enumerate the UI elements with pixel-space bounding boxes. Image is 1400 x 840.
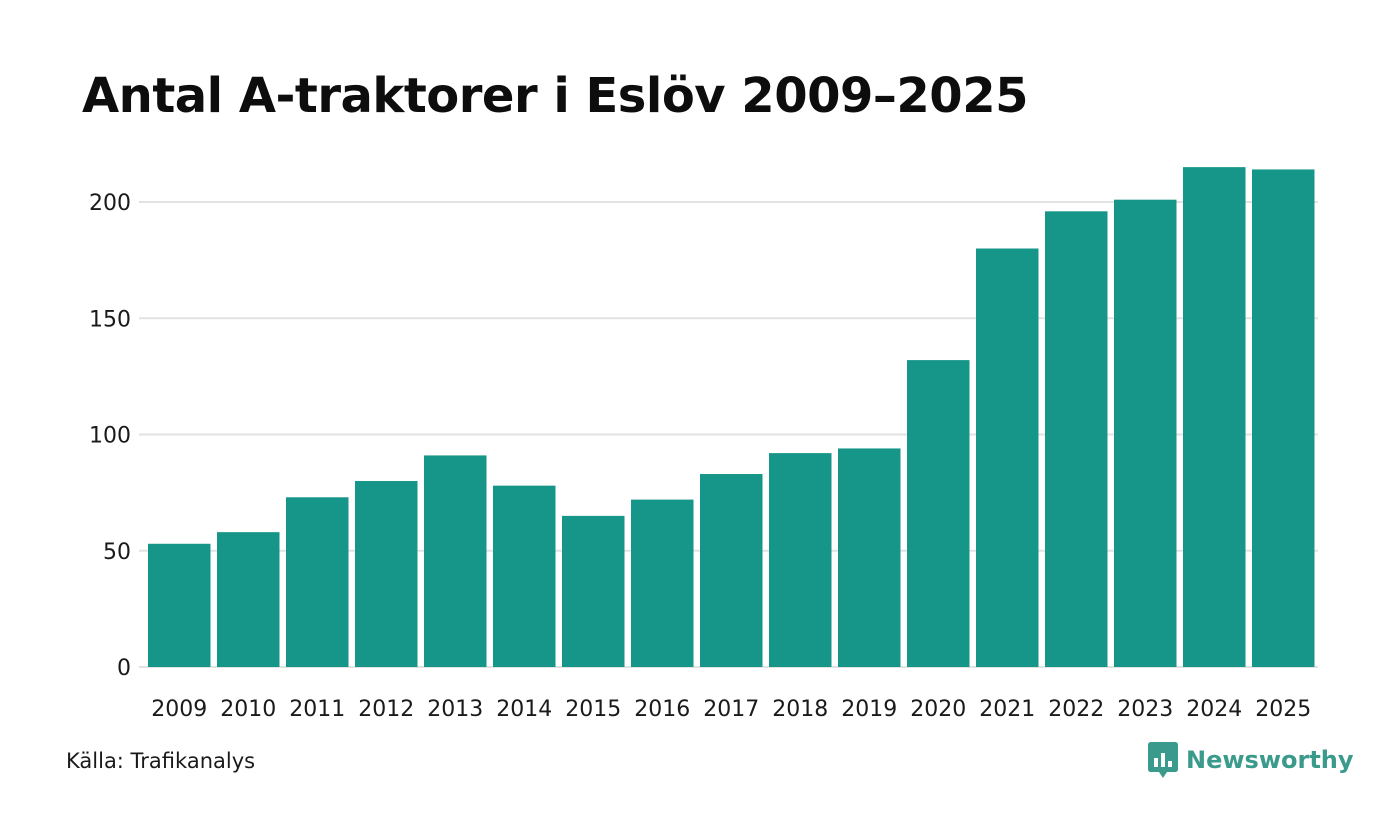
x-tick-label: 2020 [910, 697, 966, 722]
x-tick-label: 2023 [1117, 697, 1173, 722]
newsworthy-logo-icon [1148, 742, 1178, 778]
x-tick-label: 2010 [220, 697, 276, 722]
bar-2018 [769, 453, 832, 667]
bar-2015 [562, 515, 625, 667]
bar-2014 [493, 485, 556, 667]
bar-2017 [700, 474, 763, 667]
bar-2009 [148, 543, 211, 667]
bar-2011 [286, 497, 349, 667]
bar-2016 [631, 499, 694, 667]
x-tick-label: 2014 [496, 697, 552, 722]
x-tick-label: 2024 [1186, 697, 1242, 722]
x-tick-label: 2021 [979, 697, 1035, 722]
y-tick-label: 50 [103, 540, 131, 565]
brand-logo: Newsworthy [1148, 742, 1354, 778]
bar-2021 [976, 248, 1039, 667]
brand-name: Newsworthy [1186, 746, 1354, 774]
x-tick-label: 2011 [289, 697, 345, 722]
bar-2025 [1252, 169, 1315, 667]
bar-2012 [355, 481, 418, 667]
x-tick-label: 2009 [151, 697, 207, 722]
bar-2019 [838, 448, 901, 667]
bars-layer [148, 167, 1315, 668]
y-tick-label: 100 [89, 424, 131, 449]
bar-2024 [1183, 167, 1246, 667]
bar-2023 [1114, 199, 1177, 668]
y-tick-label: 0 [117, 656, 131, 681]
x-tick-label: 2016 [634, 697, 690, 722]
chart-title: Antal A-traktorer i Eslöv 2009–2025 [82, 68, 1029, 124]
y-tick-label: 200 [89, 191, 131, 216]
x-tick-label: 2022 [1048, 697, 1104, 722]
x-tick-label: 2018 [772, 697, 828, 722]
source-label: Källa: Trafikanalys [66, 749, 256, 773]
x-tick-label: 2015 [565, 697, 621, 722]
x-tick-label: 2012 [358, 697, 414, 722]
bar-2010 [217, 532, 280, 667]
y-tick-label: 150 [89, 307, 131, 332]
bar-2020 [907, 360, 970, 667]
x-tick-label: 2013 [427, 697, 483, 722]
x-tick-label: 2017 [703, 697, 759, 722]
x-tick-label: 2019 [841, 697, 897, 722]
bar-2022 [1045, 211, 1108, 668]
bar-2013 [424, 455, 487, 667]
x-axis-ticks: 2009 2010 2011 2012 2013 2014 2015 2016 2017 2018… [151, 697, 1311, 722]
y-axis-ticks: 0 50 100 150 200 [89, 191, 131, 681]
x-tick-label: 2025 [1255, 697, 1311, 722]
